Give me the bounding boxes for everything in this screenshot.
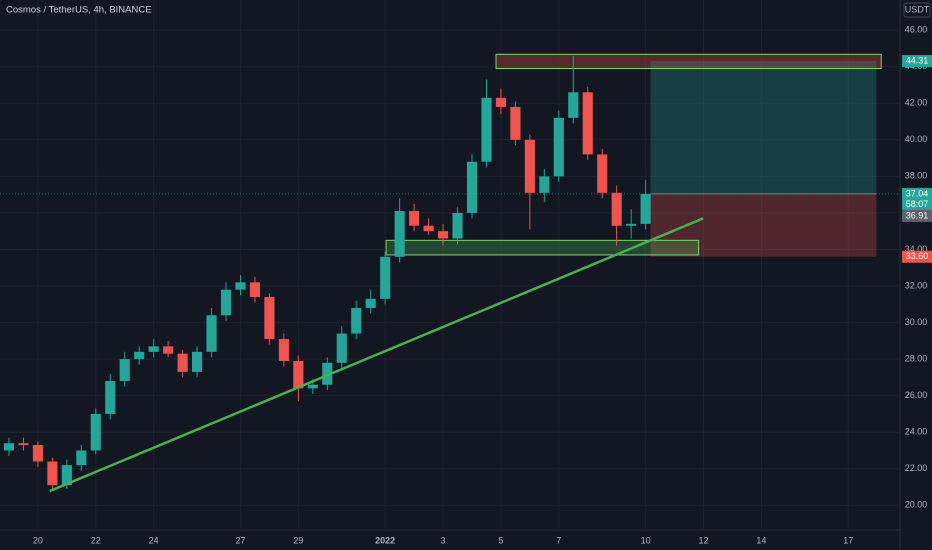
countdown: 58:07 [906,199,929,209]
y-tick-label: 20.00 [905,500,928,510]
candle-body [466,161,478,213]
x-tick-label: 2022 [375,535,395,545]
candle-body [220,289,232,316]
y-tick-label: 24.00 [905,427,928,437]
x-tick-label: 22 [91,535,101,545]
candle-body [163,346,174,354]
y-tick-label: 40.00 [905,134,928,144]
candle-body [76,450,87,466]
chart-title: Cosmos / TetherUS, 4h, BINANCE [6,5,152,16]
candle-body [278,339,289,361]
zone [385,239,700,256]
candle-body [582,92,593,155]
price-tag [902,187,932,200]
candle-body [626,223,637,226]
candle-body [105,381,116,414]
candle-body [611,192,622,226]
candle-body [394,211,405,257]
candle-body [47,461,58,486]
candle-body [32,445,43,462]
target-zone [650,61,877,194]
x-tick-label: 3 [441,535,446,545]
candle-body [351,307,362,334]
y-tick-label: 46.00 [905,25,928,35]
candle-body [524,139,535,193]
currency[interactable]: USDT [905,4,930,14]
candle-body [61,465,72,486]
y-tick-label: 38.00 [905,171,928,181]
candle-body [206,315,217,352]
candle-body [409,211,420,226]
price-tag-label: 44.31 [906,55,929,65]
y-tick-label: 34.00 [905,244,928,254]
price-tag-label: 37.04 [906,188,929,198]
candle-body [553,117,564,177]
candle-body [437,231,449,239]
countdown-bg [902,198,932,210]
candle-body [452,212,463,239]
x-tick-label: 24 [149,535,159,545]
price-tag [902,55,932,68]
candle-body [322,362,333,385]
trendline [49,217,704,493]
candle-body [568,92,579,118]
candle-body [90,413,101,451]
candle-body [119,359,130,382]
candle-body [134,351,145,360]
x-tick-label: 5 [498,535,503,545]
candle-body [380,256,391,299]
prev-close-tag [902,209,932,222]
prev-close-label: 36.91 [906,210,929,220]
candle-body [192,351,203,372]
y-tick-label: 28.00 [905,353,928,363]
candle-body [307,384,318,389]
price-tag [902,250,932,263]
x-tick-label: 27 [235,535,245,545]
candle-body [481,97,492,162]
candle-body [365,298,376,308]
candle-body [293,360,304,389]
candle-body [235,282,246,290]
x-tick-label: 29 [293,535,303,545]
candle-body [249,282,261,297]
candle-body [510,106,521,140]
zone [495,53,882,70]
candle-body [640,193,651,224]
y-tick-label: 26.00 [905,390,928,400]
currency-box[interactable] [903,2,931,18]
candle-body [177,353,188,372]
x-tick-label: 17 [843,535,853,545]
y-tick-label: 42.00 [905,98,928,108]
candle-body [597,154,608,193]
candle-body [423,225,434,232]
plot [0,0,900,530]
candle-body [148,346,159,352]
candle-body [264,296,275,340]
candle-body [495,97,506,107]
y-tick-label: 30.00 [905,317,928,327]
x-tick-label: 20 [33,535,43,545]
y-tick-label: 22.00 [905,463,928,473]
x-tick-label: 14 [756,535,766,545]
candle-body [336,333,347,363]
y-tick-label: 32.00 [905,280,928,290]
x-tick-label: 10 [641,535,651,545]
candle-body [3,443,15,451]
x-tick-label: 7 [556,535,561,545]
price-tag-label: 33.60 [906,251,929,261]
candle-body [539,176,550,193]
x-tick-label: 12 [698,535,708,545]
candle-body [18,443,29,446]
